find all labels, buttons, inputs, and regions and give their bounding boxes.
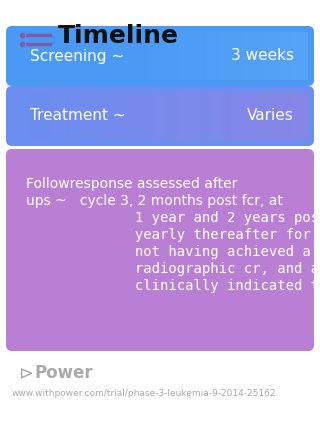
Text: clinically indicated thereafter: clinically indicated thereafter	[26, 279, 320, 293]
Text: radiographic cr, and as: radiographic cr, and as	[26, 262, 320, 276]
FancyBboxPatch shape	[6, 86, 314, 146]
Text: Varies: Varies	[247, 109, 294, 124]
Text: Followresponse assessed after: Followresponse assessed after	[26, 177, 237, 191]
FancyBboxPatch shape	[6, 149, 314, 351]
Text: yearly thereafter for those: yearly thereafter for those	[26, 228, 320, 242]
Text: Treatment ~: Treatment ~	[30, 109, 126, 124]
Text: Power: Power	[35, 364, 94, 382]
Text: ups ~   cycle 3, 2 months post fcr, at: ups ~ cycle 3, 2 months post fcr, at	[26, 194, 283, 208]
Text: ⊳: ⊳	[18, 364, 33, 382]
Text: www.withpower.com/trial/phase-3-leukemia-9-2014-25162: www.withpower.com/trial/phase-3-leukemia…	[12, 388, 276, 397]
Text: not having achieved a: not having achieved a	[26, 245, 311, 259]
FancyBboxPatch shape	[6, 26, 314, 86]
Text: Timeline: Timeline	[58, 24, 179, 48]
Text: 3 weeks: 3 weeks	[231, 49, 294, 64]
Text: Screening ~: Screening ~	[30, 49, 124, 64]
Text: 1 year and 2 years post fcr,: 1 year and 2 years post fcr,	[26, 211, 320, 225]
